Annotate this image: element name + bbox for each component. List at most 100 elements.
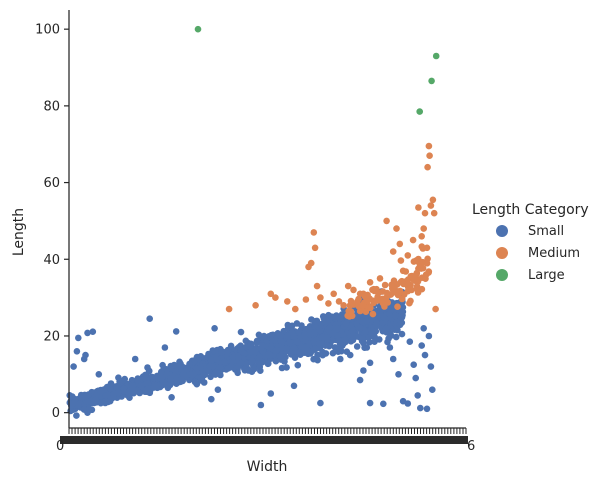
- data-point-medium: [225, 305, 233, 313]
- data-point-medium: [369, 310, 377, 318]
- data-point-medium: [390, 280, 398, 287]
- data-point-small: [386, 329, 393, 337]
- data-point-small: [394, 326, 401, 334]
- data-point-small: [136, 389, 143, 397]
- data-point-medium: [408, 286, 416, 294]
- data-point-small: [221, 358, 228, 366]
- data-point-small: [265, 360, 272, 367]
- plot-area: [66, 25, 440, 419]
- data-point-medium: [272, 294, 279, 301]
- data-point-small: [366, 338, 373, 346]
- data-point-medium: [389, 248, 397, 255]
- data-point-medium: [374, 297, 382, 304]
- data-point-medium: [375, 289, 382, 297]
- data-point-small: [92, 396, 100, 404]
- y-tick-label: 0: [52, 406, 60, 421]
- data-point-medium: [400, 280, 407, 288]
- data-point-small: [277, 337, 285, 345]
- data-point-medium: [432, 305, 439, 313]
- data-point-small: [230, 353, 237, 361]
- data-point-small: [427, 363, 435, 370]
- data-point-small: [116, 378, 123, 385]
- data-point-small: [241, 365, 248, 373]
- data-point-small: [207, 357, 215, 365]
- data-point-small: [162, 381, 169, 388]
- data-point-small: [395, 371, 402, 378]
- data-point-small: [84, 409, 91, 417]
- data-point-small: [254, 338, 261, 346]
- y-tick-label: 100: [35, 23, 60, 38]
- data-point-small: [247, 340, 255, 348]
- data-point-small: [389, 355, 397, 363]
- data-point-medium: [366, 279, 374, 286]
- data-point-small: [421, 351, 429, 359]
- data-point-small: [288, 322, 296, 330]
- data-point-small: [179, 377, 186, 385]
- data-point-small: [124, 388, 132, 396]
- data-point-small: [89, 328, 97, 336]
- data-point-small: [414, 392, 422, 399]
- data-point-small: [406, 338, 414, 346]
- data-point-small: [144, 385, 151, 393]
- data-point-small: [425, 332, 433, 340]
- data-point-medium: [399, 267, 407, 275]
- data-point-medium: [381, 281, 389, 289]
- data-point-small: [329, 329, 337, 337]
- data-point-medium: [415, 204, 422, 211]
- data-point-medium: [398, 295, 406, 303]
- data-point-medium: [421, 209, 429, 217]
- data-point-small: [267, 390, 275, 397]
- data-point-small: [107, 395, 115, 403]
- data-point-small: [315, 340, 323, 347]
- data-point-small: [294, 361, 302, 369]
- data-point-medium: [302, 296, 310, 303]
- data-point-medium: [292, 305, 299, 313]
- data-point-small: [176, 363, 184, 370]
- data-point-small: [314, 351, 321, 359]
- data-point-small: [235, 354, 242, 361]
- data-point-small: [172, 328, 180, 335]
- data-point-medium: [325, 300, 332, 307]
- data-point-medium: [360, 302, 367, 309]
- data-point-medium: [344, 282, 352, 290]
- x-axis-ticks: [60, 428, 468, 444]
- data-point-small: [283, 345, 290, 353]
- data-point-medium: [367, 304, 374, 312]
- data-point-medium: [413, 283, 421, 290]
- data-point-medium: [430, 209, 438, 217]
- data-point-small: [373, 320, 380, 327]
- data-point-small: [303, 344, 310, 351]
- data-point-small: [211, 325, 218, 332]
- data-point-small: [161, 344, 169, 351]
- data-point-small: [107, 380, 115, 387]
- y-axis-label: Length: [11, 208, 27, 256]
- data-point-medium: [355, 295, 362, 303]
- data-point-small: [417, 404, 424, 412]
- data-point-small: [398, 330, 406, 338]
- data-point-medium: [310, 229, 318, 236]
- data-point-small: [278, 364, 286, 372]
- data-point-medium: [335, 298, 343, 305]
- data-point-small: [328, 313, 335, 321]
- data-point-medium: [340, 302, 347, 309]
- data-point-small: [107, 385, 114, 393]
- data-point-medium: [427, 202, 435, 209]
- data-point-medium: [424, 163, 431, 171]
- data-point-medium: [346, 302, 354, 309]
- data-point-small: [102, 397, 110, 405]
- data-point-small: [75, 334, 82, 342]
- data-point-small: [336, 314, 344, 322]
- data-point-small: [346, 351, 354, 359]
- data-point-large: [432, 52, 440, 60]
- data-point-small: [121, 375, 128, 383]
- data-point-medium: [307, 259, 315, 267]
- data-point-medium: [429, 196, 437, 204]
- data-point-small: [412, 374, 420, 382]
- data-point-medium: [409, 236, 417, 244]
- data-point-small: [227, 364, 234, 371]
- y-tick-label: 80: [43, 99, 60, 114]
- data-point-small: [404, 400, 412, 407]
- data-point-small: [386, 344, 394, 351]
- data-point-medium: [317, 294, 324, 301]
- data-point-medium: [420, 225, 428, 232]
